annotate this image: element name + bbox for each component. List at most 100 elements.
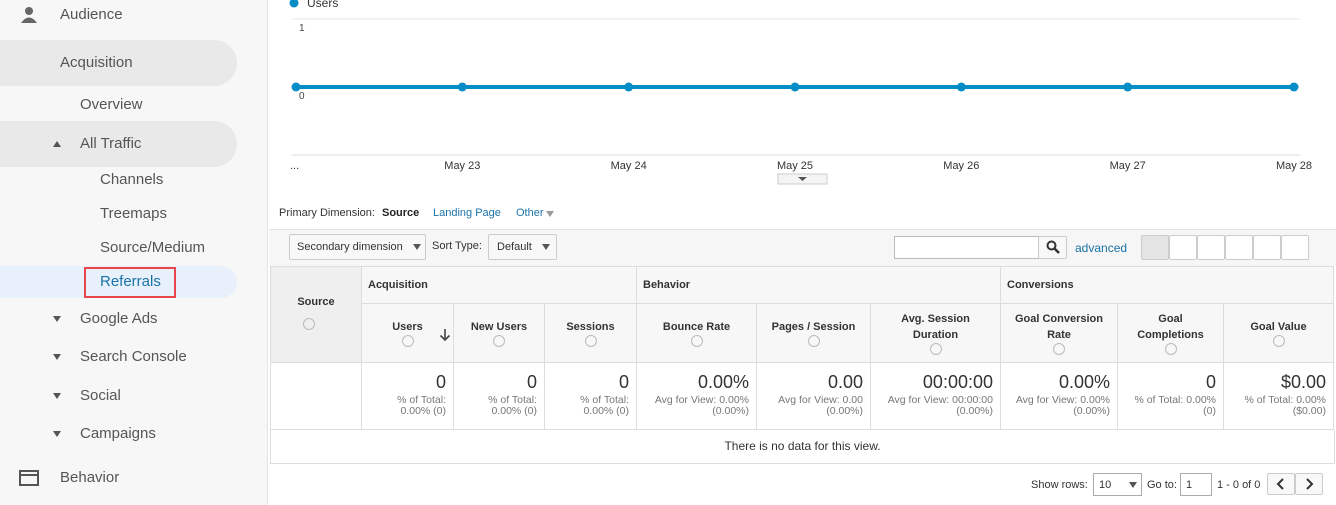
column-header-cell[interactable]: Avg. Session Duration (871, 304, 1001, 363)
column-header[interactable]: Avg. Session Duration (901, 313, 970, 341)
x-tick-label: May 28 (1276, 160, 1312, 172)
nav-item[interactable]: Source/Medium (100, 239, 206, 256)
total-sub: 0.00% (0) (400, 405, 446, 417)
search-button[interactable] (1038, 236, 1067, 259)
dimension-option[interactable]: Landing Page (433, 207, 501, 219)
total-sub: % of Total: (397, 394, 446, 406)
sort-arrow (439, 329, 451, 342)
column-header-cell[interactable]: Pages / Session (757, 304, 871, 363)
totals-cell (1118, 363, 1224, 430)
total-value: $0.00 (1280, 372, 1326, 392)
totals-cell (1001, 363, 1118, 430)
nav-item[interactable]: All Traffic (80, 135, 142, 152)
nav-item[interactable]: Search Console (80, 348, 187, 365)
range-label: 1 - 0 of 0 (1217, 479, 1261, 491)
view-button[interactable] (1141, 235, 1169, 260)
column-header[interactable]: Pages / Session (771, 321, 856, 333)
column-header-cell[interactable]: Bounce Rate (637, 304, 757, 363)
nav-highlight (0, 40, 237, 86)
dimension-option[interactable]: Source (382, 207, 420, 219)
secondary-dimension[interactable]: Secondary dimension (289, 234, 426, 260)
totals-cell (454, 363, 545, 430)
column-header-cell[interactable]: New Users (454, 304, 545, 363)
expand-arrow (53, 393, 61, 399)
total-value: 0 (1205, 372, 1216, 392)
column-header[interactable]: Goal Completions (1137, 313, 1204, 341)
view-button[interactable] (1197, 235, 1225, 260)
nav-item[interactable]: Campaigns (80, 425, 156, 442)
total-value: 0 (526, 372, 537, 392)
help-icon (929, 343, 942, 355)
column-header[interactable]: Users (392, 321, 423, 333)
empty-row: There is no data for this view. (270, 430, 1335, 464)
total-value: 0 (618, 372, 629, 392)
column-header-cell[interactable]: Sessions (545, 304, 637, 363)
sort-label: Sort Type: (432, 240, 482, 252)
nav-highlight (0, 121, 237, 167)
show-rows-label: Show rows: (1031, 479, 1088, 491)
goto-label: Go to: (1147, 479, 1177, 491)
expand-arrow (53, 431, 61, 437)
total-value: 0.00 (827, 372, 863, 392)
next-button[interactable] (1295, 473, 1323, 495)
help-icon (584, 335, 597, 347)
nav-item[interactable]: Overview (80, 96, 143, 113)
total-sub: (0.00%) (826, 405, 863, 417)
source-total-cell (270, 363, 362, 430)
total-sub: (0.00%) (956, 405, 993, 417)
totals-cell (1224, 363, 1334, 430)
help-icon (401, 335, 414, 347)
column-header[interactable]: Goal Value (1250, 321, 1307, 333)
help-icon (1053, 343, 1065, 355)
caret (413, 244, 421, 250)
total-sub: Avg for View: 0.00% (1015, 394, 1110, 406)
total-sub: % of Total: (488, 394, 537, 406)
advanced-link[interactable]: advanced (1075, 241, 1128, 255)
view-button[interactable] (1169, 235, 1197, 260)
help-icon (1164, 343, 1177, 355)
nav-item[interactable]: Referrals (100, 273, 161, 290)
total-sub: Avg for View: 0.00 (778, 394, 863, 406)
help-icon (493, 335, 505, 347)
prev-button[interactable] (1267, 473, 1295, 495)
nav-selected-bg (0, 266, 237, 298)
dimension-label: Primary Dimension: (279, 207, 375, 219)
caret (542, 244, 550, 250)
nav-item[interactable]: Channels (100, 171, 164, 188)
nav-item[interactable]: Google Ads (80, 310, 158, 327)
page-input[interactable]: 1 (1180, 473, 1212, 496)
pager-arrows (1276, 478, 1314, 490)
totals-cell (871, 363, 1001, 430)
nav-item[interactable]: Audience (60, 6, 123, 23)
source-header: Source (297, 296, 335, 308)
help-icon (303, 318, 315, 330)
column-header[interactable]: Sessions (566, 321, 615, 333)
x-tick-label: ... (290, 160, 299, 172)
nav-item[interactable]: Social (80, 387, 121, 404)
resize-arrow (798, 177, 807, 181)
dimension-option[interactable]: Other (516, 207, 544, 219)
rows-select[interactable]: 10 (1093, 473, 1142, 496)
column-header-cell[interactable]: Goal Completions (1118, 304, 1224, 363)
report: Primary Dimension: Source Landing Page Othe… (269, 195, 1336, 505)
column-header-cell[interactable]: Users (362, 304, 454, 363)
point (956, 82, 966, 92)
group-header: Conversions (1007, 279, 1074, 291)
y-tick-label: 0 (299, 91, 305, 102)
nav-item[interactable]: Acquisition (60, 54, 133, 71)
column-header-cell[interactable]: Goal Value (1224, 304, 1334, 363)
view-button[interactable] (1225, 235, 1253, 260)
column-header-cell[interactable]: Goal Conversion Rate (1001, 304, 1118, 363)
y-tick-label: 1 (299, 23, 305, 34)
nav-item[interactable]: Behavior (60, 469, 120, 486)
view-button[interactable] (1253, 235, 1281, 260)
column-header[interactable]: Bounce Rate (662, 321, 731, 333)
audience-icon (21, 7, 37, 23)
search-input[interactable] (894, 236, 1039, 259)
column-header[interactable]: Goal Conversion Rate (1014, 313, 1104, 341)
nav-item[interactable]: Treemaps (100, 205, 167, 222)
view-button[interactable] (1281, 235, 1309, 260)
selection-box (84, 267, 176, 298)
column-header[interactable]: New Users (470, 321, 528, 333)
